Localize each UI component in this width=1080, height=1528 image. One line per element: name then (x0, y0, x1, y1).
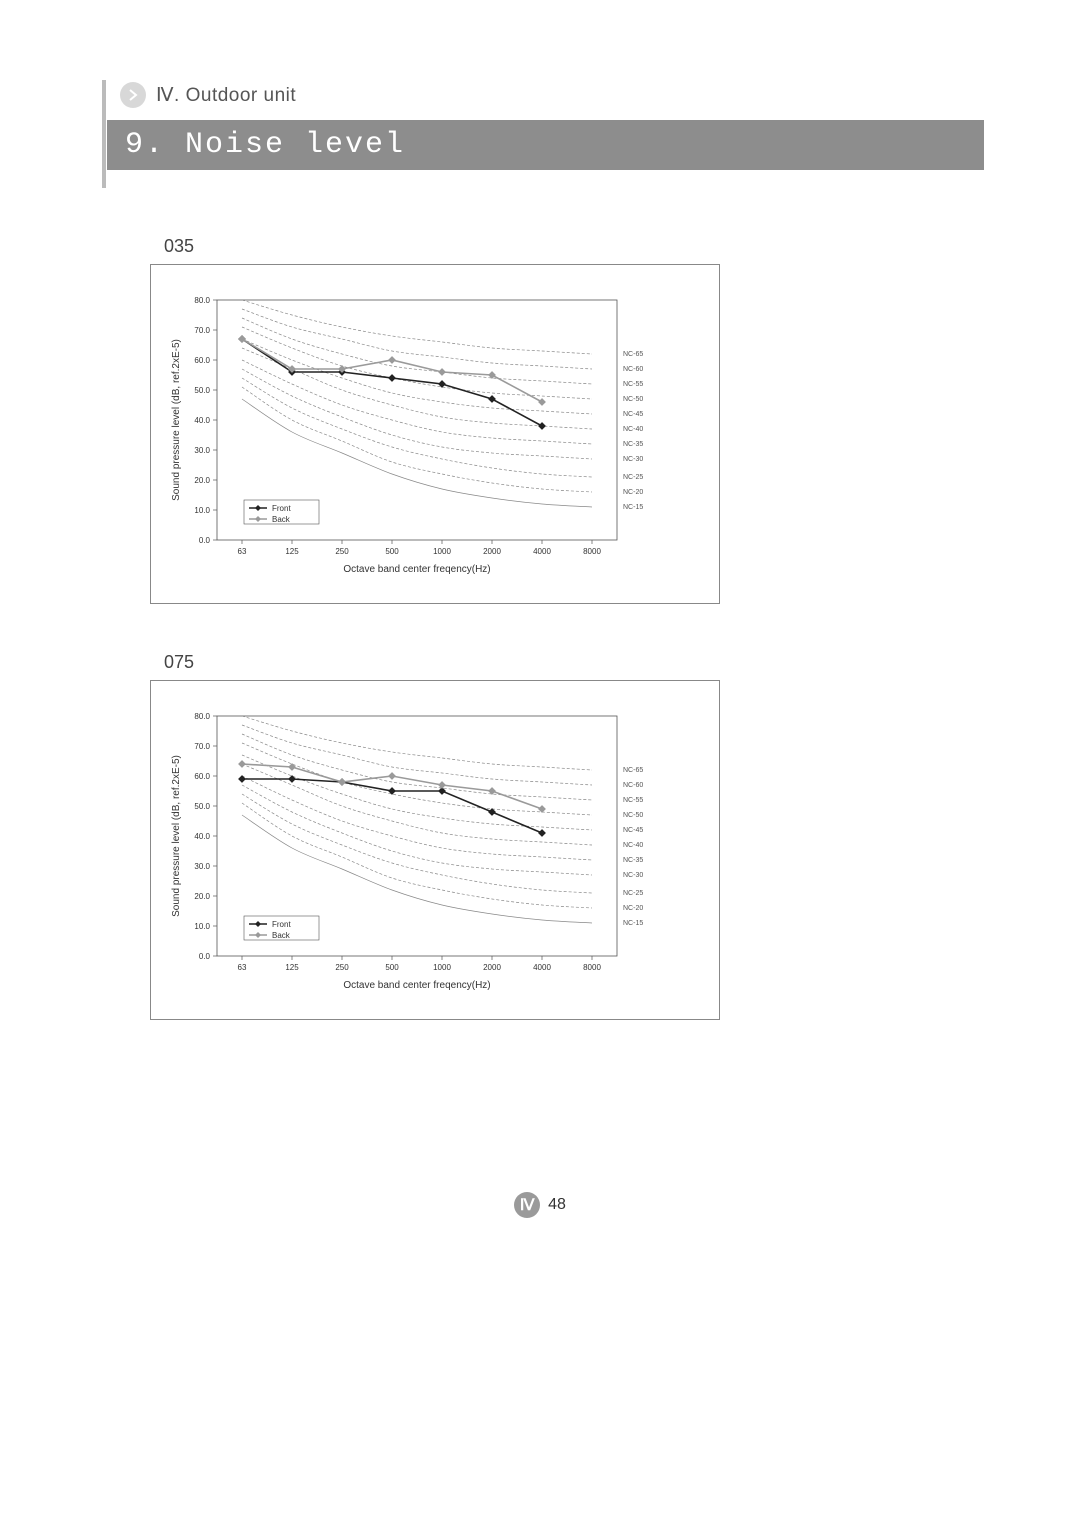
chart-svg: 0.0 10.0 20.0 30.0 40.0 50.0 60.0 70.0 80.0 63 125… (150, 680, 720, 1020)
svg-text:20.0: 20.0 (194, 476, 210, 485)
arrow-right-icon (120, 82, 146, 108)
svg-text:500: 500 (385, 547, 399, 556)
left-rule (102, 80, 106, 188)
section-label: Ⅳ. Outdoor unit (156, 84, 296, 107)
page-number: 48 (548, 1196, 566, 1214)
svg-text:80.0: 80.0 (194, 296, 210, 305)
svg-text:2000: 2000 (483, 963, 501, 972)
svg-text:40.0: 40.0 (194, 832, 210, 841)
svg-text:50.0: 50.0 (194, 386, 210, 395)
svg-text:Back: Back (272, 515, 291, 524)
svg-text:125: 125 (285, 547, 299, 556)
svg-text:40.0: 40.0 (194, 416, 210, 425)
svg-text:70.0: 70.0 (194, 742, 210, 751)
footer-section-badge: Ⅳ (514, 1192, 540, 1218)
svg-text:NC-30: NC-30 (623, 456, 643, 463)
svg-text:63: 63 (238, 547, 247, 556)
svg-text:10.0: 10.0 (194, 506, 210, 515)
svg-text:NC-65: NC-65 (623, 351, 643, 358)
svg-text:70.0: 70.0 (194, 326, 210, 335)
svg-text:30.0: 30.0 (194, 446, 210, 455)
svg-text:NC-50: NC-50 (623, 396, 643, 403)
svg-text:NC-45: NC-45 (623, 827, 643, 834)
svg-text:Octave band center freqency(Hz: Octave band center freqency(Hz) (343, 564, 490, 575)
svg-text:NC-35: NC-35 (623, 441, 643, 448)
svg-text:8000: 8000 (583, 963, 601, 972)
svg-text:30.0: 30.0 (194, 862, 210, 871)
svg-text:NC-25: NC-25 (623, 890, 643, 897)
svg-text:NC-15: NC-15 (623, 920, 643, 927)
chart-title: 075 (164, 652, 194, 673)
svg-text:250: 250 (335, 963, 349, 972)
svg-text:250: 250 (335, 547, 349, 556)
svg-text:10.0: 10.0 (194, 922, 210, 931)
svg-text:NC-35: NC-35 (623, 857, 643, 864)
svg-text:Front: Front (272, 504, 291, 513)
svg-text:NC-30: NC-30 (623, 872, 643, 879)
svg-text:2000: 2000 (483, 547, 501, 556)
svg-text:NC-60: NC-60 (623, 782, 643, 789)
page-footer: Ⅳ 48 (0, 1192, 1080, 1218)
svg-text:NC-25: NC-25 (623, 474, 643, 481)
svg-text:4000: 4000 (533, 963, 551, 972)
svg-text:NC-55: NC-55 (623, 381, 643, 388)
svg-text:0.0: 0.0 (199, 952, 211, 961)
svg-text:NC-50: NC-50 (623, 812, 643, 819)
page-title: 9. Noise level (125, 128, 405, 162)
svg-text:60.0: 60.0 (194, 356, 210, 365)
svg-text:1000: 1000 (433, 963, 451, 972)
svg-text:63: 63 (238, 963, 247, 972)
page-title-bar: 9. Noise level (107, 120, 984, 170)
svg-text:125: 125 (285, 963, 299, 972)
svg-text:Sound pressure level (dB, ref.: Sound pressure level (dB, ref.2xE-5) (171, 755, 182, 917)
section-header: Ⅳ. Outdoor unit (120, 82, 296, 108)
svg-text:NC-20: NC-20 (623, 905, 643, 912)
svg-text:1000: 1000 (433, 547, 451, 556)
chart-svg: 0.0 10.0 20.0 30.0 40.0 50.0 60.0 70.0 80.0 63 125… (150, 264, 720, 604)
svg-text:0.0: 0.0 (199, 536, 211, 545)
svg-text:NC-40: NC-40 (623, 842, 643, 849)
svg-text:NC-65: NC-65 (623, 767, 643, 774)
svg-text:8000: 8000 (583, 547, 601, 556)
svg-text:20.0: 20.0 (194, 892, 210, 901)
svg-text:80.0: 80.0 (194, 712, 210, 721)
svg-text:60.0: 60.0 (194, 772, 210, 781)
svg-text:NC-55: NC-55 (623, 797, 643, 804)
svg-text:NC-45: NC-45 (623, 411, 643, 418)
svg-text:Back: Back (272, 931, 291, 940)
svg-text:50.0: 50.0 (194, 802, 210, 811)
svg-text:Octave band center freqency(Hz: Octave band center freqency(Hz) (343, 980, 490, 991)
svg-text:NC-40: NC-40 (623, 426, 643, 433)
svg-text:NC-60: NC-60 (623, 366, 643, 373)
svg-text:Sound pressure level (dB, ref.: Sound pressure level (dB, ref.2xE-5) (171, 339, 182, 501)
svg-text:500: 500 (385, 963, 399, 972)
svg-text:NC-20: NC-20 (623, 489, 643, 496)
svg-text:Front: Front (272, 920, 291, 929)
svg-text:4000: 4000 (533, 547, 551, 556)
chart-title: 035 (164, 236, 194, 257)
svg-text:NC-15: NC-15 (623, 504, 643, 511)
